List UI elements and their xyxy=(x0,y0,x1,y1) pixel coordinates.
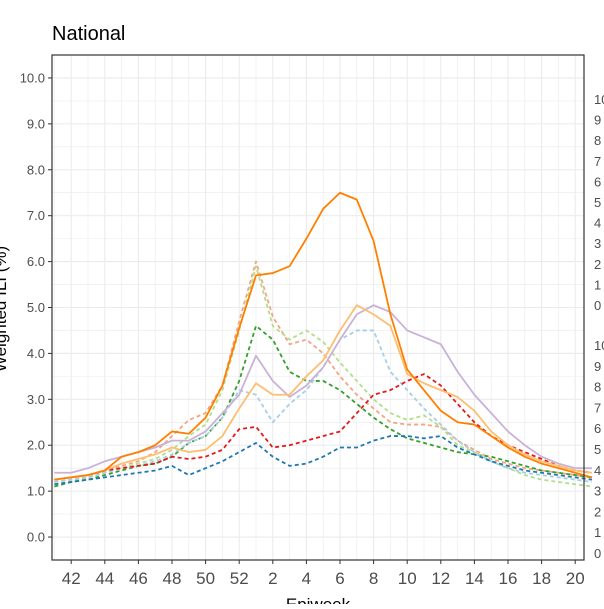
right-axis-labels: 109876543210109876543210 xyxy=(594,92,604,561)
x-tick-label: 8 xyxy=(369,569,378,588)
series-line-5 xyxy=(54,373,593,481)
right-axis-label-bottom: 4 xyxy=(594,463,601,478)
x-tick-label: 46 xyxy=(129,569,148,588)
right-axis-label-bottom: 1 xyxy=(594,525,601,540)
y-tick-label: 1.0 xyxy=(27,484,45,499)
right-axis-label-bottom: 3 xyxy=(594,484,601,499)
x-tick-label: 42 xyxy=(62,569,81,588)
x-axis-label: Epiweek xyxy=(286,595,351,604)
x-tick-label: 48 xyxy=(163,569,182,588)
y-tick-label: 2.0 xyxy=(27,438,45,453)
x-tick-label: 6 xyxy=(335,569,344,588)
x-tick-label: 10 xyxy=(398,569,417,588)
x-tick-label: 44 xyxy=(95,569,114,588)
x-tick-label: 14 xyxy=(465,569,484,588)
y-tick-label: 7.0 xyxy=(27,208,45,223)
y-axis-label: Weighted ILI (%) xyxy=(0,246,10,372)
x-tick-label: 18 xyxy=(532,569,551,588)
series-lines xyxy=(54,191,593,488)
x-tick-label: 50 xyxy=(196,569,215,588)
series-line-6 xyxy=(54,435,593,486)
y-tick-label: 5.0 xyxy=(27,300,45,315)
right-axis-label-top: 5 xyxy=(594,195,601,210)
y-tick-label: 6.0 xyxy=(27,254,45,269)
y-tick-label: 4.0 xyxy=(27,346,45,361)
y-axis: 0.0 1.0 2.0 3.0 4.0 5.0 6.0 7.0 8.0 9.0 10.0 xyxy=(20,70,52,545)
right-axis-label-top: 3 xyxy=(594,236,601,251)
x-tick-label: 12 xyxy=(431,569,450,588)
y-tick-label: 3.0 xyxy=(27,392,45,407)
right-axis-label-top: 1 xyxy=(594,277,601,292)
right-axis-label-bottom: 10 xyxy=(594,338,604,353)
right-axis-label-bottom: 2 xyxy=(594,504,601,519)
y-tick-label: 8.0 xyxy=(27,162,45,177)
y-tick-label: 9.0 xyxy=(27,116,45,131)
series-line-8 xyxy=(54,304,593,481)
x-tick-label: 4 xyxy=(302,569,311,588)
right-axis-label-top: 2 xyxy=(594,257,601,272)
right-axis-label-bottom: 8 xyxy=(594,380,601,395)
x-tick-label: 16 xyxy=(499,569,518,588)
x-tick-label: 52 xyxy=(230,569,249,588)
right-axis-label-top: 0 xyxy=(594,298,601,313)
right-axis-label-bottom: 5 xyxy=(594,442,601,457)
x-tick-label: 20 xyxy=(566,569,585,588)
right-axis-label-top: 10 xyxy=(594,92,604,107)
gridlines xyxy=(52,54,584,561)
series-line-2 xyxy=(54,265,593,488)
right-axis-label-bottom: 0 xyxy=(594,546,601,561)
right-axis-label-top: 6 xyxy=(594,174,601,189)
right-axis-label-bottom: 7 xyxy=(594,400,601,415)
series-line-4 xyxy=(54,329,593,483)
x-tick-label: 2 xyxy=(268,569,277,588)
right-axis-label-top: 4 xyxy=(594,216,601,231)
right-axis-label-top: 8 xyxy=(594,133,601,148)
series-line-9 xyxy=(54,191,593,481)
right-axis-label-top: 7 xyxy=(594,154,601,169)
right-axis-label-bottom: 6 xyxy=(594,421,601,436)
chart-title: National xyxy=(52,23,125,45)
y-tick-label: 0.0 xyxy=(27,530,45,545)
right-axis-label-bottom: 9 xyxy=(594,359,601,374)
right-axis-label-top: 9 xyxy=(594,113,601,128)
x-axis: 42 44 46 48 50 52 2 4 6 8 10 12 14 16 18 20 xyxy=(62,560,585,588)
y-tick-label: 10.0 xyxy=(20,70,45,85)
